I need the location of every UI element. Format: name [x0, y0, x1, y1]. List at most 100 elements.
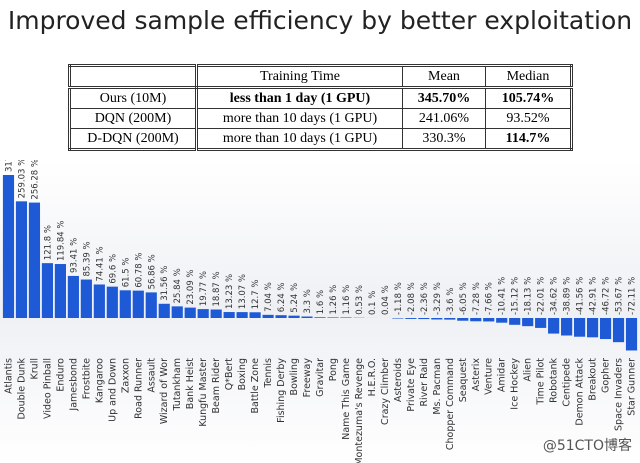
value-label: 13.07 % [238, 274, 248, 309]
value-label: 5.24 % [290, 283, 300, 313]
value-label: 85.39 % [82, 241, 92, 276]
value-label: 23.09 % [186, 269, 196, 304]
value-label: 19.77 % [199, 271, 209, 306]
bar [483, 318, 495, 322]
value-label: -2.08 % [407, 282, 417, 315]
cell: 93.52% [485, 108, 572, 129]
table-row: DQN (200M) more than 10 days (1 GPU) 241… [69, 108, 572, 129]
x-tick-label: Gopher [601, 358, 612, 393]
x-tick-label: Montezuma's Revenge [354, 358, 365, 463]
value-label: -2.36 % [420, 282, 430, 315]
x-tick-label: Alien [523, 358, 534, 382]
value-label: -3.29 % [433, 282, 443, 315]
x-tick-label: Double Dunk [16, 358, 27, 420]
table-row: Ours (10M) less than 1 day (1 GPU) 345.7… [69, 87, 572, 109]
chart: 317.52 % Atlantis 259.03 % Double Dunk 256.2… [0, 160, 640, 463]
bar [548, 318, 560, 334]
bar [184, 307, 196, 318]
value-label: -1.18 % [394, 282, 404, 315]
value-label: -15.12 % [511, 277, 521, 315]
value-label: 256.28 % [30, 160, 40, 200]
value-label: -22.01 % [537, 277, 547, 315]
x-tick-label: Demon Attack [575, 358, 586, 426]
bar [93, 284, 105, 318]
x-tick-label: Frostbite [81, 358, 92, 399]
value-label: -72.11 % [628, 277, 638, 315]
bar [314, 317, 326, 318]
x-tick-label: Krull [29, 358, 40, 379]
header-cell: Training Time [196, 65, 403, 89]
value-label: -41.56 % [576, 277, 586, 315]
value-label: -7.28 % [472, 282, 482, 315]
bar [561, 318, 573, 336]
value-label: 6.24 % [277, 282, 287, 312]
slide-title: Improved sample efficiency by better exp… [7, 6, 633, 35]
x-tick-label: Asterix [471, 358, 482, 392]
x-tick-label: Zaxxon [120, 358, 131, 393]
x-tick-label: Robotank [549, 358, 560, 403]
bar [41, 263, 54, 318]
bar [171, 306, 183, 318]
watermark: @51CTO博客 [542, 438, 632, 454]
x-tick-label: Seaquest [458, 358, 469, 403]
bar [586, 318, 599, 338]
bar [625, 318, 638, 351]
cell: more than 10 days (1 GPU) [196, 108, 403, 129]
header-cell: Mean [402, 65, 486, 89]
bar [119, 290, 131, 318]
bar [470, 318, 482, 322]
bar [431, 318, 443, 320]
x-tick-label: Private Eye [406, 358, 417, 412]
value-label: 25.84 % [173, 268, 183, 303]
value-label: 259.03 % [17, 160, 27, 198]
bar [223, 312, 235, 318]
value-label: -3.6 % [446, 288, 456, 315]
value-label: -38.89 % [563, 277, 573, 315]
cell: less than 1 day (1 GPU) [196, 87, 403, 109]
bar [418, 318, 430, 320]
x-tick-label: Battle Zone [250, 358, 261, 414]
bar [327, 317, 339, 318]
value-label: 60.78 % [134, 253, 144, 288]
x-tick-label: Atlantis [3, 358, 14, 394]
x-tick-label: H.E.R.O. [367, 358, 378, 396]
bar [275, 315, 287, 318]
x-tick-label: Time Pilot [536, 358, 547, 406]
bar [288, 315, 300, 318]
cell: DQN (200M) [69, 108, 198, 129]
x-tick-label: Up and Down [107, 358, 118, 422]
x-tick-label: Kungfu Master [198, 358, 209, 427]
bar [132, 290, 144, 318]
x-tick-label: Pong [328, 358, 339, 381]
table-row: D-DQN (200M) more than 10 days (1 GPU) 3… [69, 128, 572, 150]
value-label: 1.26 % [329, 285, 339, 315]
x-tick-label: Asteroids [393, 358, 404, 402]
x-tick-label: Venture [484, 358, 495, 395]
cell: D-DQN (200M) [69, 128, 198, 150]
bar [392, 318, 404, 319]
value-label: -6.05 % [459, 282, 469, 315]
x-tick-label: River Raid [419, 358, 430, 407]
table-header: Training Time Mean Median [69, 65, 572, 89]
x-tick-label: Kangaroo [94, 358, 105, 403]
bar [54, 264, 66, 318]
value-label: 3.3 % [303, 289, 313, 313]
bar [262, 314, 274, 318]
x-tick-label: Breakout [588, 358, 599, 401]
x-tick-label: Bowling [289, 358, 300, 395]
bar [145, 292, 157, 318]
results-table: Training Time Mean Median Ours (10M) les… [68, 64, 573, 151]
bar [457, 318, 469, 321]
value-label: 18.87 % [212, 271, 222, 306]
chart-background [0, 160, 640, 463]
bar [210, 309, 222, 318]
x-tick-label: Q*Bert [224, 358, 235, 390]
value-label: 74.41 % [95, 246, 105, 281]
cell: 241.06% [402, 108, 486, 129]
bar [67, 275, 79, 318]
x-tick-label: Enduro [55, 358, 66, 392]
bar [340, 317, 352, 318]
value-label: 7.04 % [264, 282, 274, 312]
bar [509, 318, 521, 325]
value-label: 317.52 % [4, 160, 14, 172]
